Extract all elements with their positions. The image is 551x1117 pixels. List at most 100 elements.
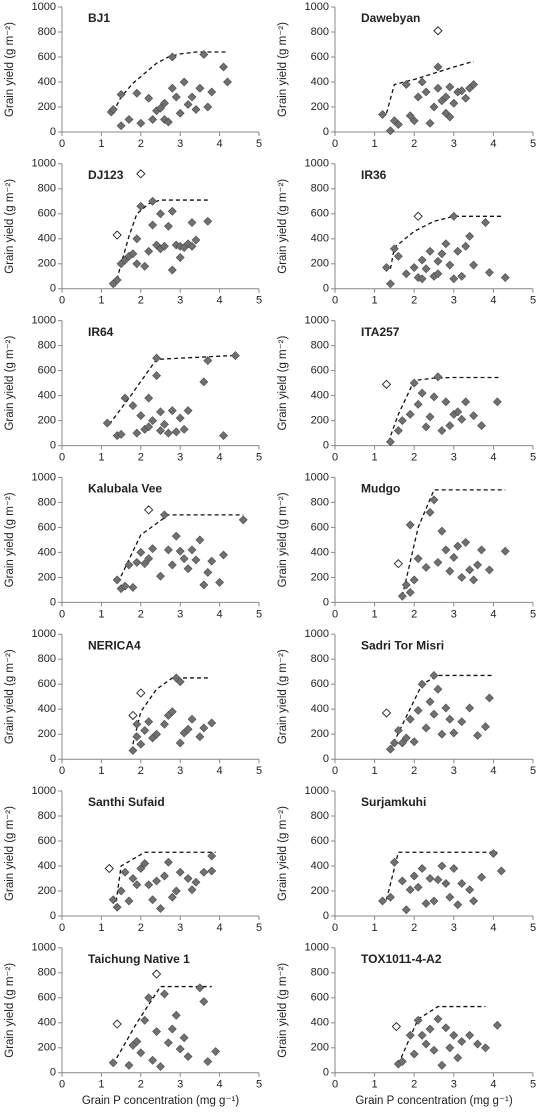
data-point (160, 419, 169, 429)
x-tick-label: 4 (490, 138, 496, 150)
y-tick-label: 1000 (305, 315, 329, 327)
outlier-point (136, 688, 146, 698)
data-point (120, 867, 130, 877)
data-point (187, 218, 197, 227)
x-tick-label: 4 (217, 138, 223, 150)
y-tick-label: 600 (38, 678, 56, 690)
y-tick-label: 1000 (32, 628, 56, 640)
data-point (195, 83, 205, 93)
data-point (453, 541, 463, 551)
data-point (148, 895, 158, 905)
data-point (183, 406, 193, 416)
x-tick-label: 0 (332, 765, 338, 777)
data-point (473, 1039, 482, 1049)
x-tick-label: 1 (98, 765, 104, 777)
data-point (445, 421, 455, 431)
data-point (386, 892, 395, 902)
data-point (413, 554, 423, 564)
data-point (215, 577, 225, 587)
x-tick-label: 1 (98, 138, 104, 150)
data-point (488, 849, 498, 858)
data-point (492, 397, 502, 407)
y-tick-label: 200 (38, 101, 56, 113)
x-tick-label: 0 (59, 138, 65, 150)
y-axis-label: Grain yield (g m⁻²) (277, 806, 289, 901)
data-point (457, 414, 467, 424)
y-tick-label: 1000 (305, 785, 329, 797)
x-tick-label: 1 (372, 765, 378, 777)
y-tick-label: 200 (38, 415, 56, 427)
y-tick-label: 600 (38, 208, 56, 220)
data-point (425, 118, 435, 128)
data-point (421, 562, 431, 572)
data-point (108, 895, 118, 905)
data-point (417, 274, 427, 284)
data-point (187, 714, 197, 724)
x-tick-label: 1 (372, 452, 378, 464)
x-tick-label: 5 (530, 452, 536, 464)
x-tick-label: 4 (217, 922, 223, 934)
data-point (386, 437, 395, 447)
data-point (187, 241, 197, 251)
data-point (132, 259, 142, 269)
data-point (112, 902, 122, 912)
boundary-line (389, 674, 494, 750)
data-point (171, 886, 181, 896)
data-point (429, 671, 439, 680)
panel-title: DJ123 (88, 168, 124, 182)
y-tick-label: 0 (323, 1067, 329, 1079)
data-point (441, 397, 451, 407)
y-tick-label: 800 (38, 26, 56, 38)
x-tick-label: 3 (177, 295, 183, 307)
data-point (163, 1038, 173, 1048)
panel-title: Mudgo (361, 482, 400, 496)
y-tick-label: 1000 (305, 628, 329, 640)
data-point (397, 591, 407, 601)
data-point (183, 564, 193, 574)
data-point (433, 62, 443, 72)
data-point (183, 724, 193, 734)
data-point (219, 550, 228, 560)
x-tick-label: 1 (372, 295, 378, 307)
data-point (397, 876, 407, 886)
y-tick-label: 600 (38, 51, 56, 63)
data-point (211, 1047, 221, 1056)
data-point (175, 738, 185, 748)
data-point (132, 719, 142, 729)
data-point (433, 269, 443, 279)
outlier-point (433, 26, 443, 36)
y-tick-label: 600 (311, 678, 329, 690)
data-point (175, 108, 185, 118)
data-point (461, 397, 471, 407)
y-tick-label: 400 (311, 703, 329, 715)
data-point (148, 115, 158, 124)
data-point (171, 531, 181, 541)
data-point (136, 201, 146, 211)
data-point (401, 733, 411, 743)
outlier-point (104, 863, 114, 874)
boundary-line (385, 851, 498, 900)
x-tick-label: 2 (411, 138, 417, 150)
panel-title: Surjamkuhi (361, 795, 426, 809)
x-tick-label: 2 (138, 295, 144, 307)
data-point (417, 77, 427, 87)
y-axis-label: Grain yield (g m⁻²) (277, 492, 289, 587)
data-point (207, 556, 217, 566)
data-point (457, 572, 467, 582)
outlier-point (393, 559, 403, 569)
data-point (405, 1030, 415, 1040)
data-point (199, 580, 209, 590)
data-point (191, 877, 201, 887)
x-tick-label: 0 (332, 452, 338, 464)
data-point (207, 866, 217, 876)
data-point (389, 738, 399, 748)
y-tick-label: 0 (50, 910, 56, 922)
data-point (167, 1024, 177, 1034)
panel: 0 200 400 600 800 1000 0 1 2 3 4 5 IR64 Grain yield (… (4, 315, 262, 464)
data-point (195, 535, 205, 545)
data-point (405, 885, 415, 895)
outlier-point (112, 1019, 122, 1029)
y-tick-label: 0 (323, 440, 329, 452)
data-point (481, 722, 490, 732)
data-point (219, 62, 228, 72)
